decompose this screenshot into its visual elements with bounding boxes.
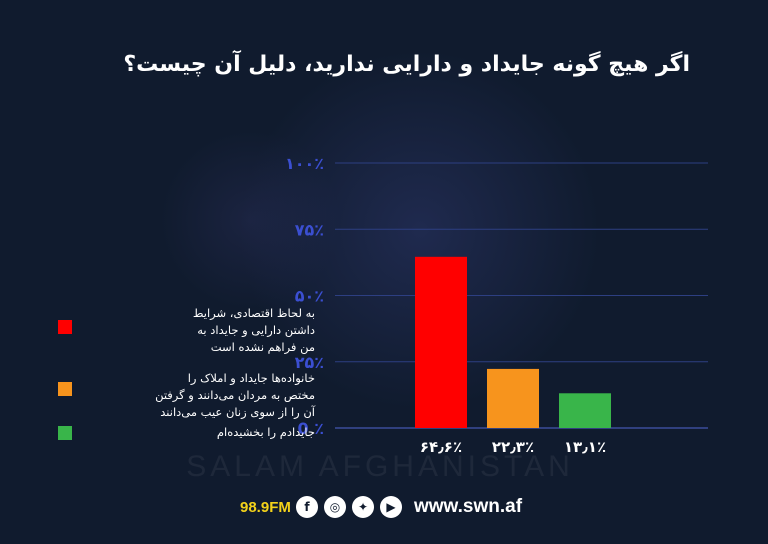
legend-label-family: خانواده‌ها جایداد و املاک را مختص به مرد… [85,370,315,421]
bar [559,393,611,428]
watermark: SALAM AFGHANISTAN [186,450,574,483]
legend-line: من فراهم نشده است [210,340,315,354]
legend-line: به لحاظ اقتصادی، شرایط [192,306,315,320]
radio-frequency: 98.9FM [240,499,291,516]
y-tick-label: ۵۰٪ [295,287,324,306]
legend-swatch-green [58,426,72,440]
y-tick-label: ۷۵٪ [295,220,324,239]
y-tick-label: 0 ٪ [298,419,324,438]
bar-value-label: ۲۲٫۳٪ [492,438,534,456]
footer: 98.9FM f ◎ ✦ ▶ www.swn.af [240,496,540,520]
facebook-icon[interactable]: f [296,496,318,518]
legend-line: مختص به مردان می‌دانند و گرفتن [155,388,315,402]
legend-label-economic: به لحاظ اقتصادی، شرایط داشتن دارایی و جا… [85,305,315,356]
youtube-icon[interactable]: ▶ [380,496,402,518]
website-link[interactable]: www.swn.af [414,496,523,517]
bar [487,368,539,428]
legend-label-donated: جایدادم را بخشیده‌ام [85,424,315,441]
y-tick-label: ۱۰۰٪ [285,154,324,173]
chart-title: اگر هیچ گونه جایداد و دارایی ندارید، دلی… [123,52,690,77]
bar [415,256,467,428]
legend-line: آن را از سوی زنان عیب می‌دانند [160,405,315,419]
legend-line: جایدادم را بخشیده‌ام [216,425,315,439]
twitter-icon[interactable]: ✦ [352,496,374,518]
instagram-icon[interactable]: ◎ [324,496,346,518]
legend-swatch-orange [58,382,72,396]
legend-line: داشتن دارایی و جایداد به [197,323,315,337]
bar-value-label: ۶۴٫۶٪ [420,438,462,456]
legend-swatch-red [58,320,72,334]
y-tick-label: ۲۵٪ [295,353,324,372]
legend-line: خانواده‌ها جایداد و املاک را [187,371,315,385]
bar-value-label: ۱۳٫۱٪ [564,438,606,456]
